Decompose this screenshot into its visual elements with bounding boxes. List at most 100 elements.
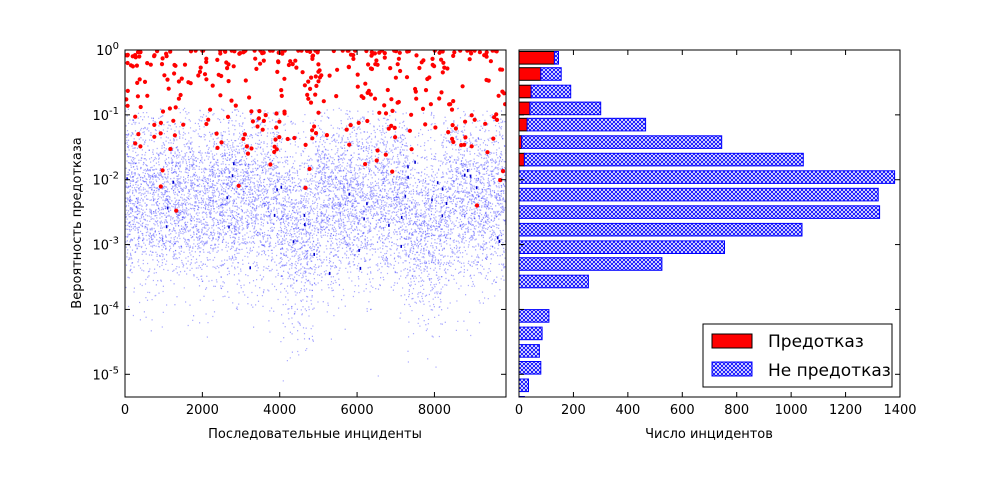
scatter-point-prefailure	[260, 127, 265, 132]
scatter-point-prefailure	[374, 58, 379, 63]
scatter-point-prefailure	[204, 56, 209, 61]
scatter-point-prefailure	[279, 93, 284, 98]
scatter-point-prefailure	[423, 88, 429, 93]
scatter-point-group-non-prefailure	[125, 107, 506, 362]
scatter-point-prefailure	[310, 136, 315, 141]
scatter-point-prefailure	[242, 132, 247, 137]
scatter-point-prefailure	[365, 118, 370, 124]
histogram-bar-non-prefailure	[519, 257, 663, 271]
scatter-point-prefailure	[299, 50, 304, 53]
histogram-x-tick-label: 1200	[829, 403, 862, 418]
scatter-point-prefailure	[316, 79, 321, 84]
scatter-point-non-prefailure	[407, 175, 409, 179]
histogram-bar-non-prefailure	[519, 326, 543, 341]
scatter-point-prefailure	[366, 88, 371, 93]
scatter-point-prefailure	[356, 120, 361, 125]
scatter-point-non-prefailure	[313, 252, 315, 256]
scatter-point-prefailure	[236, 183, 241, 188]
scatter-point-prefailure	[491, 136, 496, 141]
scatter-point-prefailure	[198, 65, 203, 70]
scatter-point-prefailure	[303, 142, 308, 147]
histogram-bar-non-prefailure	[526, 117, 647, 132]
scatter-point-prefailure	[409, 147, 414, 152]
scatter-point-non-prefailure	[445, 202, 448, 205]
scatter-point-prefailure	[353, 50, 358, 53]
scatter-point-non-prefailure	[431, 198, 433, 202]
scatter-point-non-prefailure	[172, 180, 175, 184]
scatter-point-prefailure	[393, 135, 398, 140]
scatter-point-prefailure	[290, 62, 295, 67]
scatter-point-prefailure	[452, 50, 457, 55]
scatter-point-prefailure	[137, 77, 142, 82]
scatter-point-prefailure	[173, 63, 178, 68]
histogram-bar-non-prefailure	[523, 152, 804, 167]
scatter-point-prefailure	[238, 51, 243, 56]
scatter-point-prefailure	[430, 56, 435, 62]
scatter-panel: 0 2000 4000 6000 8000 100 10-1 10-2 10-3 10-4 10-…	[70, 41, 507, 442]
scatter-point-prefailure	[286, 62, 291, 68]
scatter-point-prefailure	[158, 120, 163, 125]
scatter-point-prefailure	[202, 72, 208, 77]
legend-swatch-non-prefailure	[711, 361, 753, 377]
scatter-point-prefailure	[294, 65, 299, 70]
scatter-point-prefailure	[447, 102, 452, 107]
scatter-point-prefailure	[130, 54, 135, 59]
scatter-point-prefailure	[389, 97, 394, 102]
scatter-point-prefailure	[257, 109, 262, 114]
scatter-point-prefailure	[196, 73, 201, 78]
scatter-point-prefailure	[417, 65, 422, 71]
scatter-point-prefailure	[276, 59, 281, 64]
scatter-point-prefailure	[225, 114, 231, 119]
scatter-x-tick-label: 2000	[186, 403, 219, 418]
scatter-point-prefailure	[176, 79, 181, 84]
scatter-point-prefailure	[254, 66, 259, 71]
scatter-point-prefailure	[346, 50, 351, 53]
scatter-point-prefailure	[167, 106, 172, 111]
scatter-point-prefailure	[135, 94, 140, 99]
scatter-x-tick-label: 4000	[263, 403, 296, 418]
scatter-point-prefailure	[261, 118, 266, 123]
scatter-point-prefailure	[272, 149, 277, 155]
scatter-point-prefailure	[396, 56, 401, 61]
scatter-point-prefailure	[407, 128, 412, 133]
scatter-point-prefailure	[450, 123, 455, 128]
scatter-point-prefailure	[306, 96, 311, 101]
scatter-y-tick-label: 10-1	[92, 106, 119, 124]
scatter-point-prefailure	[282, 76, 287, 81]
scatter-point-prefailure	[160, 56, 165, 61]
scatter-point-prefailure	[344, 127, 349, 132]
scatter-point-non-prefailure	[358, 248, 360, 252]
histogram-x-tick-label: 400	[615, 403, 640, 418]
scatter-point-prefailure	[317, 68, 322, 73]
scatter-point-prefailure	[277, 135, 282, 140]
scatter-point-prefailure	[404, 75, 410, 80]
scatter-point-non-prefailure	[126, 177, 128, 181]
scatter-y-tick-label: 10-4	[92, 300, 119, 318]
scatter-point-prefailure	[145, 61, 150, 66]
histogram-panel: 0 200 400 600 800 1000 1200 1400 Число инцидент…	[515, 49, 917, 442]
histogram-bar-non-prefailure	[519, 170, 896, 184]
scatter-point-prefailure	[346, 65, 351, 70]
scatter-point-prefailure	[181, 122, 186, 127]
scatter-point-prefailure	[368, 66, 373, 71]
scatter-point-prefailure	[302, 83, 307, 88]
scatter-point-non-prefailure	[226, 196, 228, 200]
histogram-bar-non-prefailure	[519, 378, 529, 393]
histogram-bar-non-prefailure	[540, 67, 562, 81]
scatter-point-group-non-prefailure	[125, 107, 506, 352]
scatter-point-prefailure	[292, 135, 297, 141]
scatter-point-prefailure	[231, 64, 236, 69]
scatter-point-prefailure	[351, 56, 356, 62]
scatter-point-prefailure	[148, 62, 153, 67]
scatter-point-prefailure	[390, 169, 395, 174]
scatter-point-prefailure	[258, 61, 263, 66]
scatter-point-non-prefailure	[388, 223, 390, 227]
scatter-point-prefailure	[490, 50, 495, 53]
non-prefailure-points	[125, 107, 506, 382]
histogram-x-label: Число инцидентов	[645, 427, 773, 442]
scatter-x-tick-label: 6000	[341, 403, 374, 418]
scatter-point-prefailure	[469, 51, 474, 56]
scatter-point-prefailure	[397, 50, 402, 55]
histogram-bar-prefailure	[519, 101, 531, 116]
scatter-point-prefailure	[305, 92, 310, 97]
